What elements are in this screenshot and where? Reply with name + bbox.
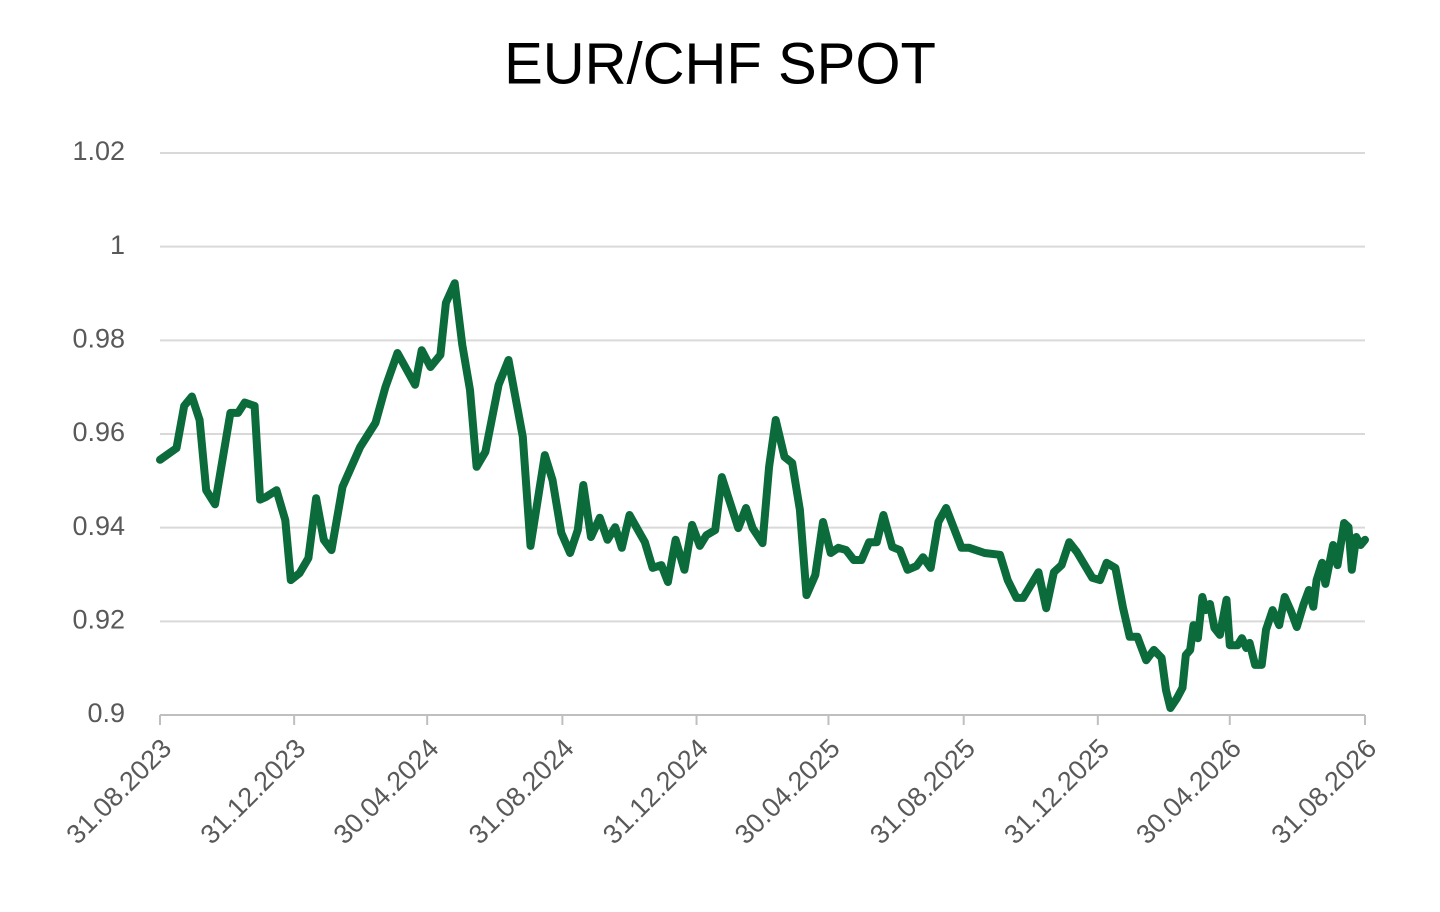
y-tick-label: 0.92 (72, 604, 125, 634)
y-tick-label: 1 (110, 230, 125, 260)
x-tick-label: 31.08.2023 (61, 733, 178, 850)
y-tick-label: 1.02 (72, 136, 125, 166)
x-tick-label: 30.04.2025 (729, 733, 846, 850)
y-tick-label: 0.98 (72, 323, 125, 353)
x-tick-label: 31.12.2025 (998, 733, 1115, 850)
x-tick-label: 31.08.2025 (864, 733, 981, 850)
y-tick-label: 0.9 (87, 698, 125, 728)
y-tick-label: 0.96 (72, 417, 125, 447)
y-tick-label: 0.94 (72, 511, 125, 541)
x-tick-label: 31.12.2023 (195, 733, 312, 850)
x-tick-label: 31.08.2026 (1266, 733, 1383, 850)
x-tick-label: 31.08.2024 (463, 733, 580, 850)
data-line (156, 279, 1369, 712)
chart-title: EUR/CHF SPOT (504, 31, 936, 96)
x-tick-label: 30.04.2026 (1130, 733, 1247, 850)
x-tick-label: 30.04.2024 (328, 733, 445, 850)
x-tick-label: 31.12.2024 (597, 733, 714, 850)
